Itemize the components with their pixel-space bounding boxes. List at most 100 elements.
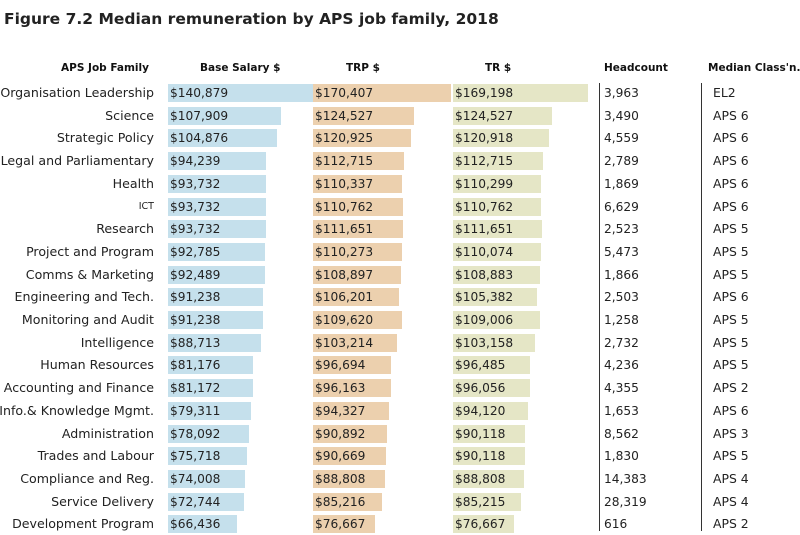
job-family-label: Project and Program (26, 243, 154, 259)
base-value-label: $72,744 (170, 494, 221, 509)
headcount-value: 5,473 (604, 244, 639, 259)
trp-value-label: $85,216 (315, 494, 366, 509)
classification-value: APS 5 (713, 221, 749, 237)
classification-value: APS 3 (713, 425, 749, 441)
header-tr: TR $ (485, 62, 512, 74)
tr-value-label: $110,762 (455, 199, 514, 214)
headcount-value: 4,559 (604, 131, 639, 146)
classification-value: APS 2 (713, 516, 749, 532)
job-family-label: Engineering and Tech. (14, 289, 154, 305)
trp-value-label: $108,897 (315, 267, 374, 282)
table-row: Service Delivery $72,744 $85,216 $85,215 28,… (0, 491, 800, 514)
tr-value-label: $96,056 (455, 381, 506, 396)
job-family-label: Human Resources (40, 357, 154, 373)
trp-bar (313, 174, 403, 193)
base-value-label: $93,732 (170, 176, 221, 191)
classification-value: APS 5 (713, 243, 749, 259)
classification-value: APS 6 (713, 130, 749, 146)
base-bar (168, 174, 266, 193)
trp-bar (313, 492, 382, 511)
base-bar (168, 424, 250, 443)
tr-value-label: $124,527 (455, 108, 514, 123)
base-bar (168, 492, 244, 511)
base-value-label: $66,436 (170, 517, 221, 532)
trp-value-label: $96,163 (315, 381, 366, 396)
tr-bar (453, 220, 543, 239)
header-trp: TRP $ (346, 62, 380, 74)
base-value-label: $81,172 (170, 381, 221, 396)
table-row: Project and Program $92,785 $110,273 $110,0… (0, 241, 800, 264)
job-family-label: Development Program (12, 516, 154, 532)
headcount-value: 1,866 (604, 267, 639, 282)
trp-value-label: $94,327 (315, 403, 366, 418)
table-row: Science $107,909 $124,527 $124,527 3,490 APS … (0, 105, 800, 128)
trp-bar (313, 356, 392, 375)
tr-bar (453, 356, 530, 375)
tr-bar (453, 492, 521, 511)
trp-value-label: $110,337 (315, 176, 374, 191)
table-row: Monitoring and Audit $91,238 $109,620 $109,… (0, 309, 800, 332)
tr-value-label: $111,651 (455, 222, 514, 237)
table-row: Strategic Policy $104,876 $120,925 $120,918… (0, 127, 800, 150)
table-row: Trades and Labour $75,718 $90,669 $90,118 1,… (0, 445, 800, 468)
tr-bar (453, 265, 540, 284)
tr-value-label: $120,918 (455, 131, 514, 146)
trp-bar (313, 152, 405, 171)
base-value-label: $78,092 (170, 426, 221, 441)
headcount-value: 2,523 (604, 222, 639, 237)
tr-bar (453, 333, 536, 352)
trp-bar (313, 242, 403, 261)
base-value-label: $92,785 (170, 244, 221, 259)
trp-value-label: $90,892 (315, 426, 366, 441)
tr-value-label: $169,198 (455, 86, 514, 100)
tr-bar (453, 379, 530, 398)
table-row: Intelligence $88,713 $103,214 $103,158 2,732… (0, 332, 800, 355)
header-classification: Median Class'n. (708, 62, 800, 74)
base-value-label: $140,879 (170, 86, 229, 100)
header-headcount: Headcount (604, 62, 668, 74)
base-bar (168, 401, 251, 420)
base-bar (168, 220, 266, 239)
tr-bar (453, 424, 525, 443)
base-bar (168, 447, 247, 466)
tr-bar (453, 401, 529, 420)
job-family-label: Research (96, 221, 154, 237)
tr-value-label: $90,118 (455, 426, 506, 441)
trp-value-label: $109,620 (315, 313, 374, 327)
headcount-value: 28,319 (604, 494, 647, 509)
trp-bar (313, 84, 451, 102)
trp-bar (313, 129, 411, 148)
trp-value-label: $110,273 (315, 244, 374, 259)
trp-bar (313, 265, 402, 284)
base-value-label: $74,008 (170, 471, 221, 486)
base-value-label: $91,238 (170, 290, 221, 305)
base-value-label: $93,732 (170, 222, 221, 237)
base-value-label: $107,909 (170, 108, 229, 123)
tr-value-label: $88,808 (455, 471, 506, 486)
base-value-label: $81,176 (170, 358, 221, 373)
base-bar (168, 84, 315, 102)
classification-value: APS 6 (713, 107, 749, 123)
trp-value-label: $120,925 (315, 131, 374, 146)
table-row: Info.& Knowledge Mgmt. $79,311 $94,327 $94,… (0, 400, 800, 423)
classification-value: APS 6 (713, 402, 749, 418)
tr-value-label: $112,715 (455, 154, 514, 169)
table-row: Research $93,732 $111,651 $111,651 2,523 APS … (0, 218, 800, 241)
trp-value-label: $103,214 (315, 335, 374, 350)
tr-value-label: $103,158 (455, 335, 514, 350)
job-family-label: Organisation Leadership (0, 85, 154, 100)
classification-value: APS 5 (713, 448, 749, 464)
table-row: Development Program $66,436 $76,667 $76,667… (0, 513, 800, 535)
headcount-value: 616 (604, 517, 628, 532)
base-value-label: $93,732 (170, 199, 221, 214)
trp-value-label: $106,201 (315, 290, 374, 305)
trp-bar (313, 288, 399, 307)
base-bar (168, 197, 266, 216)
trp-bar (313, 379, 391, 398)
job-family-label: Compliance and Reg. (20, 470, 154, 486)
headcount-value: 1,830 (604, 449, 639, 464)
base-bar (168, 129, 278, 148)
tr-bar (453, 288, 538, 307)
tr-bar (453, 84, 588, 102)
job-family-label: Info.& Knowledge Mgmt. (0, 402, 154, 418)
